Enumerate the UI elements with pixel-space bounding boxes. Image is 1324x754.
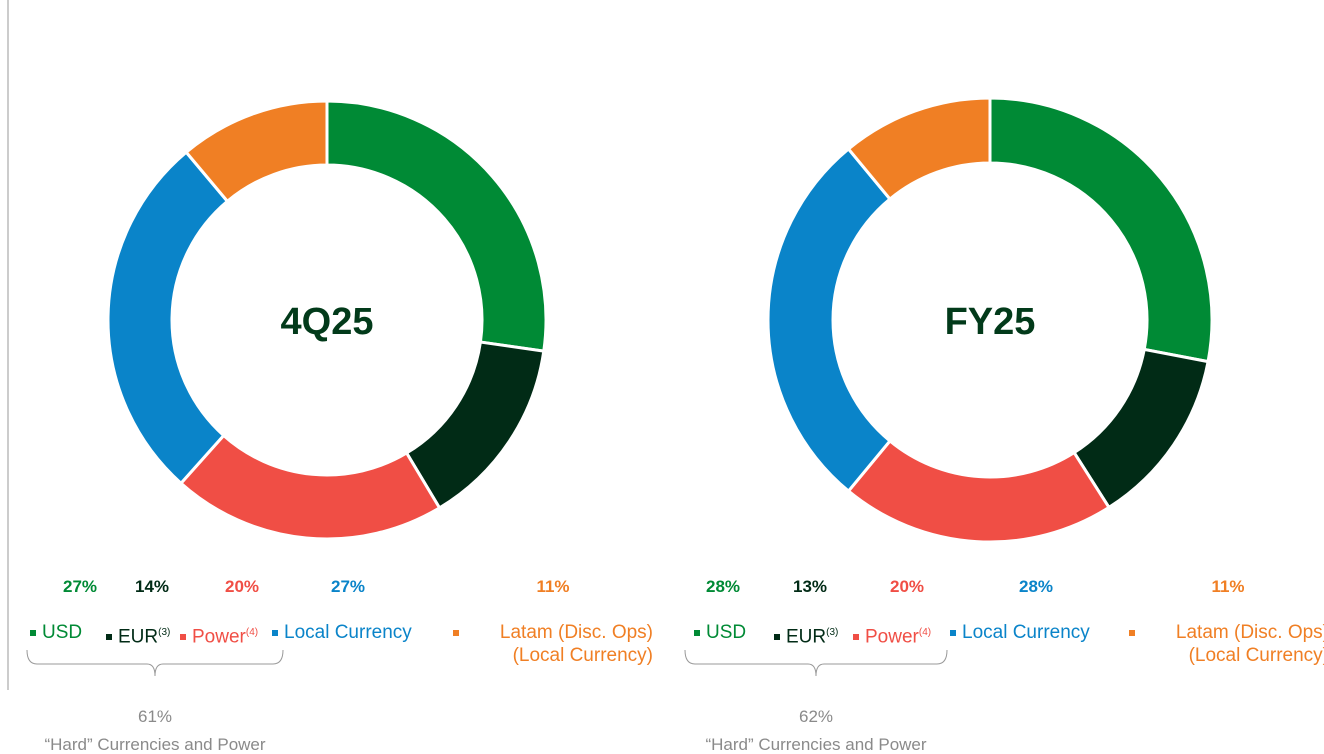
value-label: 11%: [1211, 577, 1244, 596]
value-label: 13%: [793, 577, 827, 596]
legend-item: Power(4): [180, 621, 258, 648]
donut-segment: [766, 146, 893, 494]
legend-marker: [694, 629, 700, 636]
footnote-marker: (4): [245, 627, 259, 638]
bracket-caption: “Hard” Currencies and Power: [44, 735, 265, 754]
legend-marker: [272, 629, 278, 636]
bracket-value: 61%: [138, 707, 172, 726]
legend-label: USD: [706, 622, 747, 643]
value-label: 28%: [706, 577, 740, 596]
legend-marker: [180, 634, 186, 641]
value-label: 28%: [1019, 577, 1053, 596]
legend-label: EUR: [786, 626, 827, 648]
bracket-value: 62%: [799, 707, 833, 726]
value-label: 11%: [536, 577, 569, 596]
legend-label: Local Currency: [284, 622, 412, 643]
legend-label: Local Currency: [962, 622, 1090, 643]
legend-marker: [453, 630, 459, 636]
value-label: 27%: [63, 577, 97, 596]
center-label: 4Q25: [281, 301, 374, 343]
value-label: 20%: [225, 577, 259, 596]
donut-segment: [988, 96, 1214, 364]
donut-segment: [404, 340, 546, 510]
donut-segment: [184, 99, 329, 204]
value-label: 20%: [890, 577, 924, 596]
donut-segment: [846, 96, 992, 202]
value-label: 27%: [331, 577, 365, 596]
legend-label: Latam (Disc. Ops) (Local Currency): [1175, 622, 1324, 666]
bracket: [26, 649, 284, 677]
legend-marker: [30, 629, 36, 636]
legend-label: Latam (Disc. Ops) (Local Currency): [499, 622, 653, 666]
legend-item: EUR(3): [774, 621, 838, 648]
legend-item: Local Currency: [272, 621, 412, 644]
legend-item: Power(4): [853, 621, 931, 648]
donut-segment: [178, 433, 442, 541]
legend-marker: [774, 634, 780, 641]
bracket: [684, 649, 948, 677]
legend-item: USD: [694, 621, 746, 644]
legend-item: Latam (Disc. Ops) (Local Currency): [453, 621, 653, 667]
bracket-caption: “Hard” Currencies and Power: [705, 735, 926, 754]
center-label: FY25: [945, 301, 1036, 343]
footnote-marker: (3): [826, 627, 839, 638]
footnote-marker: (3): [158, 627, 171, 638]
footnote-marker: (4): [918, 627, 932, 638]
legend-item: Latam (Disc. Ops) (Local Currency): [1129, 621, 1324, 667]
donut-segment: [106, 150, 230, 486]
legend-marker: [950, 629, 956, 636]
legend-item: EUR(3): [106, 621, 170, 648]
legend-marker: [1129, 630, 1135, 636]
value-label: 14%: [135, 577, 169, 596]
legend-label: Power: [192, 626, 246, 648]
legend-item: Local Currency: [950, 621, 1090, 644]
donut-segment: [325, 99, 548, 353]
legend-marker: [106, 634, 112, 641]
legend-label: USD: [42, 622, 83, 643]
legend-label: EUR: [118, 626, 159, 648]
legend-marker: [853, 634, 859, 641]
donut-segment: [846, 438, 1112, 544]
legend-item: USD: [30, 621, 82, 644]
legend-label: Power: [865, 626, 919, 648]
